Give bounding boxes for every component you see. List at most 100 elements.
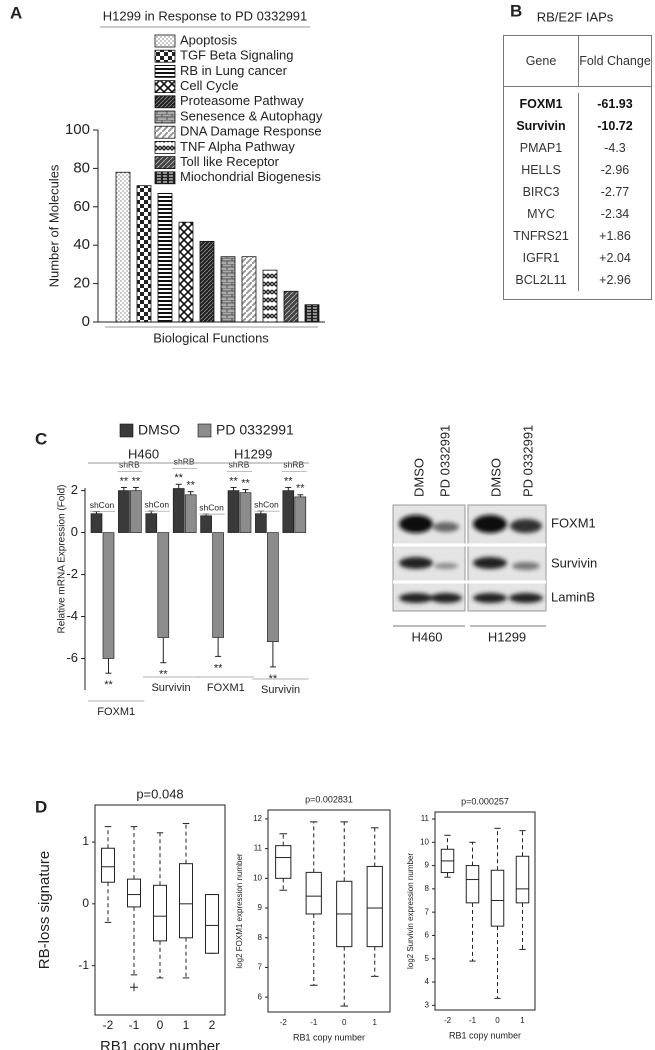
box — [366, 865, 383, 948]
panel-label: D — [35, 797, 47, 816]
table-cell: HELLS — [504, 159, 579, 181]
box — [465, 865, 480, 904]
x-tick-label: 1 — [183, 1018, 190, 1032]
x-axis-label: RB1 copy number — [293, 1032, 365, 1042]
y-axis-label: log2 Survivin expression number — [406, 853, 415, 969]
category-label: shCon — [145, 499, 170, 509]
table-cell: IGFR1 — [504, 247, 579, 269]
lane-label: DMSO — [411, 458, 426, 497]
table-row: FOXM1 -61.93 — [504, 93, 651, 115]
table-header: Gene Fold Change — [504, 36, 651, 87]
x-tick-label: 1 — [520, 1016, 525, 1025]
bar — [157, 532, 170, 638]
band — [433, 522, 459, 532]
y-tick-label: 60 — [73, 198, 90, 215]
bar — [239, 492, 252, 533]
legend-swatch — [154, 80, 176, 93]
table-cell: -4.3 — [604, 141, 626, 155]
significance-label: ** — [229, 475, 238, 487]
band — [399, 593, 433, 603]
category-label: shCon — [254, 499, 279, 509]
category-label: shCon — [199, 502, 224, 512]
table-cell: BIRC3 — [504, 181, 579, 203]
box — [275, 845, 292, 879]
legend-label: Proteasome Pathway — [180, 93, 304, 108]
legend-label: Senesence & Autophagy — [180, 108, 323, 123]
legend-swatch — [154, 95, 176, 109]
bar — [282, 490, 295, 533]
table-cell: BCL2L11 — [504, 269, 579, 291]
table-cell: +2.96 — [599, 273, 631, 287]
y-axis-label: log2 FOXM1 expression number — [235, 853, 244, 969]
y-tick-label: 5 — [425, 954, 430, 963]
significance-label: ** — [174, 472, 183, 484]
bar — [200, 515, 212, 533]
cell-line-label: H460 — [411, 629, 442, 644]
category-label: shCon — [90, 500, 115, 510]
legend-label: Toll like Receptor — [180, 154, 280, 169]
plot-frame — [94, 804, 226, 1016]
y-tick-label: 20 — [73, 275, 90, 292]
significance-label: ** — [120, 475, 129, 487]
bar — [118, 490, 130, 533]
panel-label: B — [510, 1, 522, 20]
table-row: BCL2L11 +2.96 — [504, 269, 651, 291]
significance-label: ** — [241, 477, 250, 489]
x-tick-label: 2 — [209, 1018, 216, 1032]
legend-swatch — [154, 156, 176, 170]
band — [473, 593, 507, 603]
chart-title: H1299 in Response to PD 0332991 — [103, 8, 308, 23]
gene-label: Survivin — [151, 682, 190, 694]
x-tick-label: 0 — [342, 1018, 347, 1027]
y-tick-label: 6 — [425, 931, 430, 940]
legend-swatch — [154, 125, 176, 139]
plot-frame — [434, 811, 536, 1011]
protein-label: Survivin — [551, 555, 597, 570]
y-tick-label: 0 — [71, 524, 78, 539]
y-tick-label: 40 — [73, 236, 90, 253]
table: Gene Fold Change FOXM1 -61.93 Survivin -10.… — [503, 35, 652, 300]
significance-label: ** — [284, 475, 293, 487]
band — [510, 519, 542, 533]
box — [101, 847, 115, 883]
lane-label: DMSO — [488, 458, 503, 497]
band — [473, 557, 507, 569]
box — [127, 878, 141, 908]
bar — [227, 490, 240, 533]
significance-label: ** — [214, 662, 223, 674]
table-body: FOXM1 -61.93 Survivin -10.72 PMAP1 -4.3 HELLS -… — [504, 87, 651, 299]
table-row: BIRC3 -2.77 — [504, 181, 651, 203]
significance-label: ** — [159, 669, 168, 681]
y-tick-label: 0 — [82, 896, 89, 910]
legend-label: DNA Damage Response — [180, 124, 322, 139]
table-row: MYC -2.34 — [504, 203, 651, 225]
legend-swatch — [154, 110, 176, 124]
table-cell: -2.34 — [600, 207, 630, 221]
gene-label: FOXM1 — [97, 706, 135, 718]
lane-label: PD 0332991 — [437, 425, 452, 497]
bar — [145, 513, 158, 533]
y-tick-label: 3 — [425, 1000, 430, 1009]
bar — [262, 269, 278, 323]
legend-label: Cell Cycle — [180, 78, 239, 93]
y-tick-label: 7 — [258, 963, 263, 972]
y-tick-label: 10 — [420, 837, 429, 846]
y-tick-label: 7 — [425, 907, 430, 916]
table-row: PMAP1 -4.3 — [504, 137, 651, 159]
protein-label: LaminB — [551, 589, 595, 604]
bar — [267, 532, 279, 643]
y-tick-label: 11 — [421, 814, 430, 823]
bar — [157, 192, 173, 323]
bar — [283, 290, 299, 323]
bar — [212, 532, 224, 638]
legend-label: Apoptosis — [180, 32, 238, 47]
category-label: shRB — [119, 460, 140, 470]
x-tick-label: -1 — [469, 1016, 477, 1025]
category-label: shRB — [229, 460, 250, 470]
y-tick-label: -4 — [66, 608, 78, 623]
bar — [90, 513, 103, 533]
x-axis-label: RB1 copy number — [100, 1038, 220, 1050]
bar — [130, 490, 142, 533]
western-blot: DMSO PD 0332991 DMSO PD 0332991 FOXM1 Su… — [392, 425, 597, 644]
